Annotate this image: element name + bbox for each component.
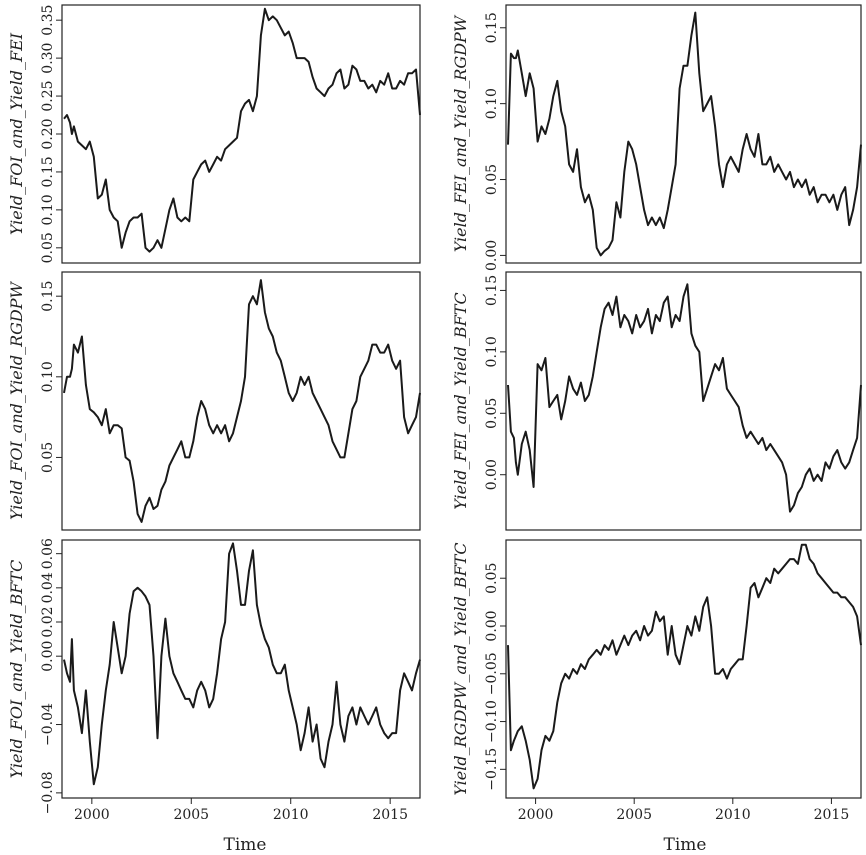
series-line: [507, 11, 862, 257]
y-tick-label: 0.15: [40, 281, 56, 312]
panel-yield-foi-and-yield-fei: 0.05 0.10 0.15 0.20 0.25 0.30 0.35 Yield_FOI_an…: [7, 4, 421, 264]
y-tick-label: 0.35: [40, 5, 56, 36]
series-line: [63, 542, 421, 786]
panel-yield-rgdpw-and-yield-bftc: −0.15 −0.10 −0.05 0.00 0.05 2000 2005 2010 2015 Y…: [451, 539, 862, 823]
y-tick-label: 0.04: [40, 572, 56, 603]
x-tick-label: 2010: [715, 807, 751, 823]
y-tick-label: 0.15: [484, 12, 500, 43]
y-tick-label: −0.04: [40, 703, 56, 746]
y-tick-label: 0.15: [40, 156, 56, 187]
x-axis-label-right: Time: [664, 835, 707, 855]
x-tick-label: 2015: [372, 807, 408, 823]
plot-frame: [61, 271, 421, 531]
y-tick-label: 0.05: [40, 232, 56, 263]
x-tick-label: 2005: [173, 807, 209, 823]
y-axis-label: Yield_FEI_and_Yield_RGDPW: [451, 14, 470, 252]
plot-frame: [505, 539, 862, 799]
y-axis-label: Yield_FOI_and_Yield_RGDPW: [7, 280, 26, 520]
x-tick-label: 2005: [616, 807, 652, 823]
panel-yield-fei-and-yield-rgdpw: 0.00 0.05 0.10 0.15 Yield_FEI_and_Yield_RGDP…: [451, 4, 862, 271]
series-line: [507, 283, 862, 513]
plot-frame: [505, 271, 862, 531]
x-tick-label: 2000: [74, 807, 110, 823]
x-tick-label: 2000: [518, 807, 554, 823]
y-tick-label: 0.25: [40, 80, 56, 111]
y-tick-label: 0.02: [40, 606, 56, 637]
plot-frame: [505, 4, 862, 264]
y-tick-label: 0.05: [484, 398, 500, 429]
x-tick-label: 2015: [814, 807, 850, 823]
y-tick-label: 0.00: [484, 240, 500, 271]
y-tick-label: 0.00: [484, 459, 500, 490]
y-axis-label: Yield_FOI_and_Yield_FEI: [7, 32, 26, 235]
panel-yield-foi-and-yield-bftc: −0.08 −0.04 0.00 0.02 0.04 0.06 2000 2005 2010 20…: [7, 538, 421, 823]
y-tick-label: 0.05: [484, 164, 500, 195]
y-tick-label: 0.05: [40, 442, 56, 473]
panel-yield-foi-and-yield-rgdpw: 0.05 0.10 0.15 Yield_FOI_and_Yield_RGDPW: [7, 271, 421, 531]
y-tick-label: 0.05: [484, 563, 500, 594]
y-tick-label: 0.20: [40, 118, 56, 149]
x-tick-label: 2010: [273, 807, 309, 823]
y-tick-label: 0.06: [40, 538, 56, 569]
y-tick-label: 0.00: [484, 610, 500, 641]
y-axis-label: Yield_FOI_and_Yield_BFTC: [7, 560, 26, 779]
y-axis-label: Yield_RGDPW_and_Yield_BFTC: [451, 542, 470, 795]
y-tick-label: 0.15: [484, 275, 500, 306]
y-tick-label: 0.30: [40, 43, 56, 74]
series-line: [507, 543, 862, 790]
y-tick-label: −0.08: [40, 771, 56, 814]
panel-yield-fei-and-yield-bftc: 0.00 0.05 0.10 0.15 Yield_FEI_and_Yield_BFTC: [451, 271, 862, 531]
y-tick-label: 0.10: [40, 361, 56, 392]
y-tick-label: 0.10: [484, 336, 500, 367]
x-axis-label-left: Time: [224, 835, 267, 855]
series-line: [63, 7, 421, 253]
y-tick-label: 0.10: [484, 88, 500, 119]
plot-frame: [61, 4, 421, 264]
y-tick-label: −0.15: [484, 748, 500, 791]
y-axis-label: Yield_FEI_and_Yield_BFTC: [451, 292, 470, 509]
series-line: [63, 279, 421, 523]
plot-frame: [61, 539, 421, 799]
y-tick-label: 0.00: [40, 641, 56, 672]
y-tick-label: −0.10: [484, 700, 500, 743]
y-tick-label: −0.05: [484, 652, 500, 695]
y-tick-label: 0.10: [40, 194, 56, 225]
